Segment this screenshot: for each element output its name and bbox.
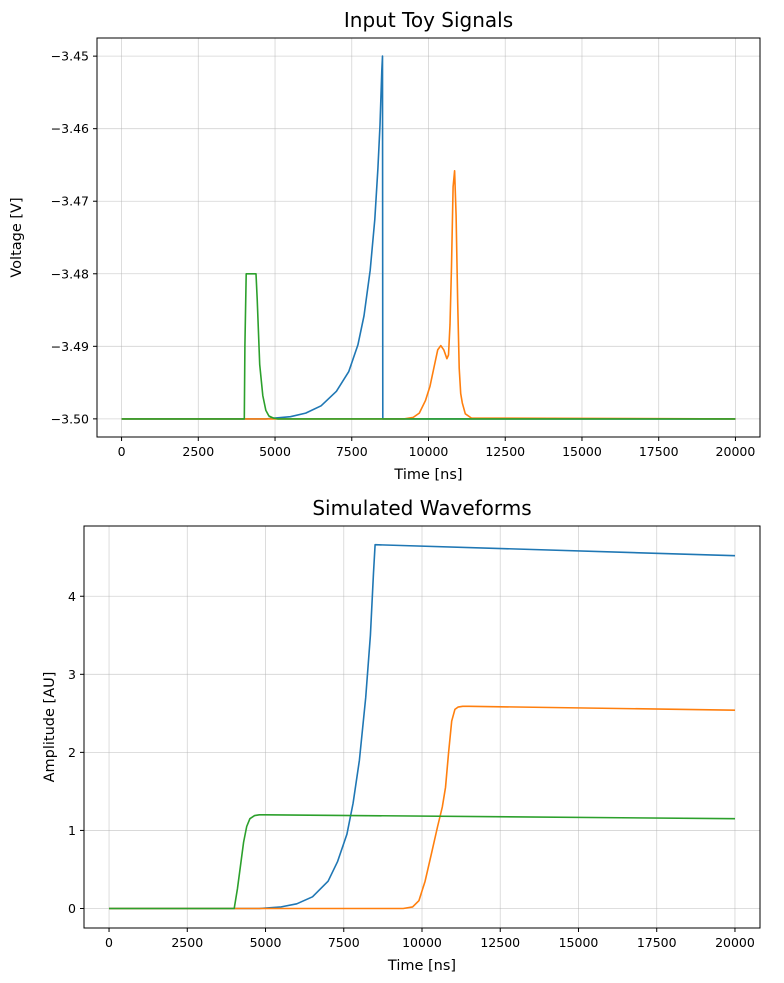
x-tick-label: 7500 bbox=[328, 935, 360, 950]
y-tick-label: 2 bbox=[68, 745, 76, 760]
x-tick-label: 5000 bbox=[259, 444, 291, 459]
x-tick-label: 20000 bbox=[716, 444, 756, 459]
y-axis-label: Voltage [V] bbox=[9, 197, 25, 277]
y-tick-label: −3.45 bbox=[51, 49, 89, 64]
y-tick-label: −3.47 bbox=[51, 194, 89, 209]
y-tick-label: −3.50 bbox=[51, 411, 89, 426]
series-line-2 bbox=[121, 170, 736, 420]
x-tick-label: 2500 bbox=[171, 935, 203, 950]
x-tick-label: 10000 bbox=[402, 935, 442, 950]
x-axis-label: Time [ns] bbox=[393, 467, 462, 483]
x-tick-label: 10000 bbox=[409, 444, 449, 459]
y-tick-label: 1 bbox=[68, 823, 76, 838]
x-tick-label: 20000 bbox=[715, 935, 755, 950]
series-line-3 bbox=[109, 813, 736, 910]
chart-title: Input Toy Signals bbox=[344, 8, 513, 32]
x-tick-label: 17500 bbox=[639, 444, 679, 459]
series-line-1 bbox=[121, 55, 736, 420]
x-tick-label: 17500 bbox=[637, 935, 677, 950]
x-tick-label: 15000 bbox=[562, 444, 602, 459]
series-line-3 bbox=[121, 272, 736, 420]
x-tick-label: 15000 bbox=[559, 935, 599, 950]
y-axis-label: Amplitude [AU] bbox=[42, 672, 58, 783]
y-tick-label: 4 bbox=[68, 589, 76, 604]
y-tick-label: −3.49 bbox=[51, 339, 89, 354]
y-tick-label: 0 bbox=[68, 901, 76, 916]
y-tick-label: −3.46 bbox=[51, 121, 89, 136]
x-tick-label: 5000 bbox=[250, 935, 282, 950]
series-line-2 bbox=[109, 705, 736, 910]
x-tick-label: 2500 bbox=[182, 444, 214, 459]
y-tick-label: 3 bbox=[68, 667, 76, 682]
x-tick-label: 12500 bbox=[485, 444, 525, 459]
x-tick-label: 0 bbox=[118, 444, 126, 459]
x-tick-label: 12500 bbox=[480, 935, 520, 950]
x-tick-label: 0 bbox=[105, 935, 113, 950]
y-tick-label: −3.48 bbox=[51, 266, 89, 281]
chart-title: Simulated Waveforms bbox=[312, 496, 531, 520]
chart-input-toy-signals: 0 2500 5000 7500 10000 12500 15000 17500 20000 −… bbox=[9, 8, 761, 483]
series-line-1 bbox=[109, 543, 736, 910]
x-axis-label: Time [ns] bbox=[387, 958, 456, 974]
chart-simulated-waveforms: 0 2500 5000 7500 10000 12500 15000 17500 20000 0… bbox=[42, 496, 761, 974]
x-tick-label: 7500 bbox=[336, 444, 368, 459]
